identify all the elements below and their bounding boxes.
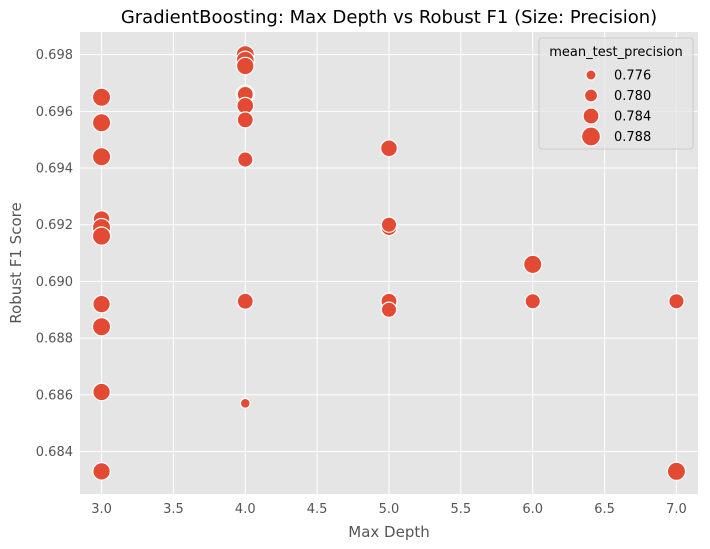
data-points bbox=[91, 44, 687, 482]
x-tick-label: 5.0 bbox=[379, 502, 400, 517]
legend-entry-label: 0.788 bbox=[614, 130, 651, 145]
legend-marker bbox=[580, 126, 602, 147]
y-tick-label: 0.694 bbox=[36, 162, 73, 177]
legend-marker bbox=[585, 69, 597, 81]
legend-entry-label: 0.776 bbox=[614, 69, 651, 84]
y-tick-label: 0.690 bbox=[36, 275, 73, 290]
data-point bbox=[236, 292, 254, 310]
data-point bbox=[92, 294, 111, 314]
data-point bbox=[380, 139, 398, 158]
data-point bbox=[91, 147, 112, 167]
x-tick-label: 3.5 bbox=[163, 502, 184, 517]
data-point bbox=[524, 293, 541, 310]
y-axis-label: Robust F1 Score bbox=[7, 202, 25, 323]
x-tick-label: 7.0 bbox=[666, 502, 687, 517]
data-point bbox=[92, 382, 111, 402]
legend-marker bbox=[583, 88, 599, 103]
chart-title: GradientBoosting: Max Depth vs Robust F1… bbox=[121, 7, 657, 28]
x-axis-label: Max Depth bbox=[348, 523, 429, 541]
data-point bbox=[235, 56, 255, 76]
data-point bbox=[239, 397, 251, 409]
x-tick-label: 3.0 bbox=[91, 502, 112, 517]
x-tick-label: 6.5 bbox=[594, 502, 615, 517]
legend-title: mean_test_precision bbox=[549, 45, 682, 60]
data-point bbox=[380, 301, 398, 318]
legend-entry-label: 0.784 bbox=[614, 110, 651, 125]
data-point bbox=[237, 151, 254, 168]
data-point bbox=[236, 111, 254, 129]
data-point bbox=[523, 254, 543, 275]
y-tick-label: 0.696 bbox=[36, 105, 73, 120]
data-point bbox=[380, 216, 398, 233]
data-point bbox=[91, 226, 112, 246]
y-tick-label: 0.686 bbox=[36, 388, 73, 403]
data-point bbox=[668, 293, 685, 310]
x-tick-label: 4.0 bbox=[235, 502, 256, 517]
legend-entry-label: 0.780 bbox=[614, 89, 651, 104]
data-point bbox=[91, 87, 112, 107]
data-point bbox=[91, 113, 112, 133]
x-tick-label: 6.0 bbox=[522, 502, 543, 517]
legend: mean_test_precision 0.776 0.780 0.784 0.788 bbox=[538, 37, 694, 150]
y-tick-label: 0.688 bbox=[36, 332, 73, 347]
y-tick-label: 0.698 bbox=[36, 48, 73, 63]
data-point bbox=[91, 317, 112, 337]
data-point bbox=[92, 462, 111, 481]
y-tick-label: 0.684 bbox=[36, 445, 73, 460]
legend-box bbox=[538, 37, 694, 150]
x-tick-label: 4.5 bbox=[307, 502, 328, 517]
data-point bbox=[666, 461, 687, 482]
x-tick-label: 5.5 bbox=[451, 502, 472, 517]
legend-marker bbox=[582, 107, 600, 125]
y-tick-labels: 0.684 0.686 0.688 0.690 0.692 0.694 0.696 0.698 bbox=[36, 48, 73, 460]
x-tick-labels: 3.0 3.5 4.0 4.5 5.0 5.5 6.0 6.5 7.0 bbox=[91, 502, 687, 517]
y-tick-label: 0.692 bbox=[36, 218, 73, 233]
